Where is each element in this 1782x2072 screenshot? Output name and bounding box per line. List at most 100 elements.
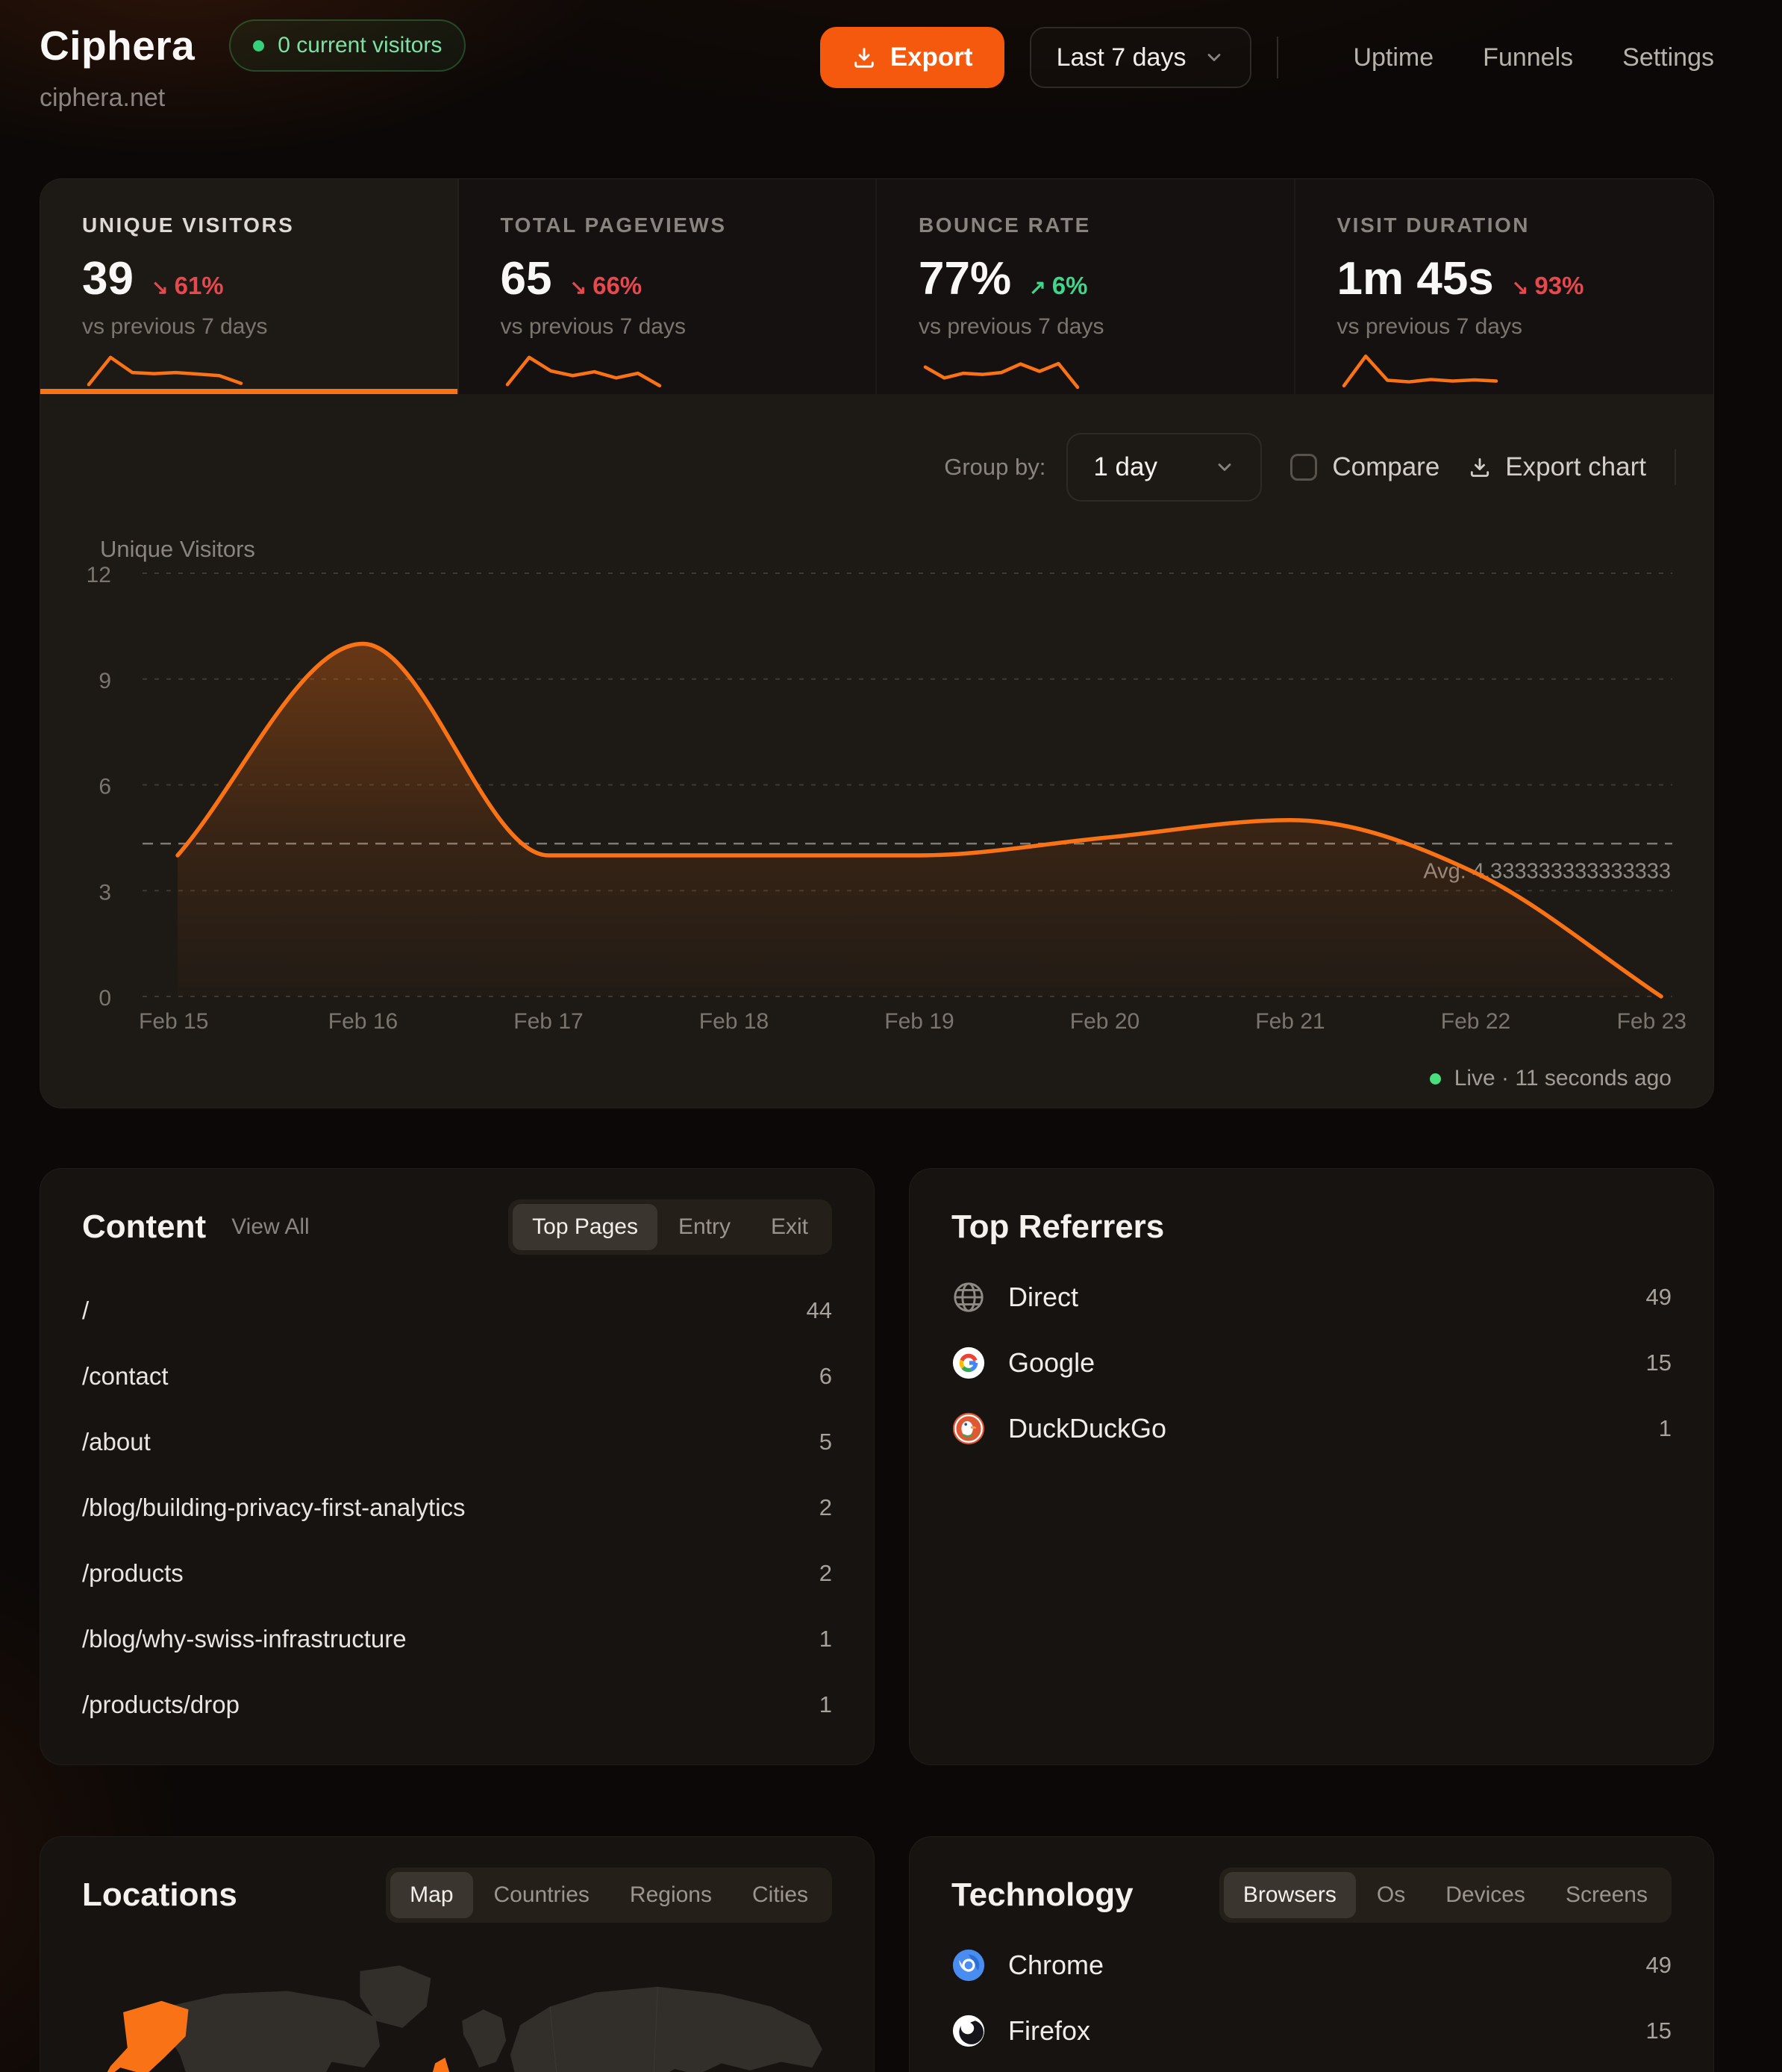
technology-title: Technology [951,1876,1134,1913]
current-visitors-badge[interactable]: 0 current visitors [229,19,466,72]
firefox-icon [951,2014,986,2048]
page-row[interactable]: /blog/why-swiss-infrastructure 1 [82,1606,832,1672]
browser-value: 15 [1645,2018,1672,2044]
map-continents [166,1965,822,2072]
referrer-row[interactable]: Google 15 [951,1330,1672,1396]
export-chart-label: Export chart [1505,452,1646,481]
tab-cities[interactable]: Cities [733,1872,828,1918]
sparkline [87,355,243,387]
date-range-selector[interactable]: Last 7 days [1029,27,1252,88]
tab-devices[interactable]: Devices [1426,1872,1545,1918]
brand-block: Ciphera 0 current visitors ciphera.net [40,19,466,113]
tab-exit[interactable]: Exit [751,1204,828,1250]
stat-delta: ↗ 6% [1029,272,1088,299]
referrer-row[interactable]: Direct 49 [951,1264,1672,1330]
sparkline [1342,354,1498,388]
stat-compare-label: vs previous 7 days [919,314,1104,339]
map-country-united-kingdom[interactable] [431,2057,450,2072]
page-row[interactable]: /about 5 [82,1409,832,1475]
stat-card-unique-visitors[interactable]: UNIQUE VISITORS 39 ↘ 61% vs previous 7 days [40,179,459,394]
download-icon [1468,455,1492,479]
svg-text:Unique Visitors: Unique Visitors [100,536,255,562]
page-count: 6 [819,1363,832,1389]
duckduckgo-icon [951,1411,986,1446]
referrers-panel: Top Referrers Direct 49 Google 15 DuckDuckGo… [909,1168,1714,1765]
export-chart-button[interactable]: Export chart [1468,452,1646,482]
tab-os[interactable]: Os [1357,1872,1425,1918]
browser-label: Chrome [1008,1950,1104,1980]
tab-browsers[interactable]: Browsers [1223,1872,1356,1918]
stat-label: VISIT DURATION [1336,213,1530,237]
group-by-label: Group by: [944,454,1046,480]
svg-text:6: 6 [99,775,111,799]
tab-top-pages[interactable]: Top Pages [513,1204,657,1250]
page-row[interactable]: /products/drop 1 [82,1672,832,1738]
nav-funnels[interactable]: Funnels [1483,43,1574,72]
page-row[interactable]: /blog/building-privacy-first-analytics 2 [82,1475,832,1541]
page-path: /products/drop [82,1691,240,1718]
compare-checkbox[interactable] [1290,454,1318,481]
chrome-icon [951,1948,986,1982]
world-map[interactable] [82,1941,834,2072]
browser-row[interactable] [951,2064,1672,2072]
stat-label: TOTAL PAGEVIEWS [500,213,727,237]
browser-row[interactable]: Firefox 15 [951,1998,1672,2064]
overview-panel: UNIQUE VISITORS 39 ↘ 61% vs previous 7 days T… [40,178,1714,1108]
svg-text:Feb 23: Feb 23 [1617,1009,1686,1034]
referrers-list: Direct 49 Google 15 DuckDuckGo 1 [951,1264,1672,1461]
stat-card-visit-duration[interactable]: VISIT DURATION 1m 45s ↘ 93% vs previous 7 da… [1295,179,1713,394]
browser-row[interactable]: Chrome 49 [951,1932,1672,1998]
export-button[interactable]: Export [819,27,1004,88]
site-title: Ciphera [40,22,196,69]
chevron-down-icon [1214,457,1235,478]
content-panel: Content View All Top Pages Entry Exit /44/… [40,1168,875,1765]
page-count: 2 [819,1494,832,1520]
svg-text:Feb 22: Feb 22 [1441,1009,1510,1034]
stat-card-total-pageviews[interactable]: TOTAL PAGEVIEWS 65 ↘ 66% vs previous 7 days [458,179,877,394]
page-row[interactable]: /contact 6 [82,1344,832,1409]
page-path: /blog/building-privacy-first-analytics [82,1494,466,1521]
compare-toggle[interactable]: Compare [1290,452,1439,482]
group-by-select[interactable]: 1 day [1066,433,1263,502]
tab-regions[interactable]: Regions [610,1872,731,1918]
download-icon [851,45,877,70]
tab-screens[interactable]: Screens [1546,1872,1667,1918]
tab-entry[interactable]: Entry [659,1204,750,1250]
stat-value: 65 [500,253,552,305]
stat-label: UNIQUE VISITORS [82,213,295,237]
stat-value: 1m 45s [1336,253,1494,305]
page-path: /about [82,1428,151,1455]
stat-value: 39 [82,253,134,305]
referrer-label: DuckDuckGo [1008,1413,1167,1444]
compare-label: Compare [1332,452,1440,481]
map-country-alaska[interactable] [102,2000,189,2072]
stat-label: BOUNCE RATE [919,213,1091,237]
nav-settings[interactable]: Settings [1622,43,1714,72]
svg-text:Feb 16: Feb 16 [328,1009,398,1034]
svg-text:3: 3 [99,880,111,905]
chart-controls-divider [1675,449,1676,485]
stat-delta: ↘ 93% [1511,272,1584,299]
header-divider [1277,37,1279,78]
view-all-link[interactable]: View All [231,1214,310,1239]
tab-map[interactable]: Map [390,1872,473,1918]
page-count: 1 [819,1691,832,1717]
stat-card-bounce-rate[interactable]: BOUNCE RATE 77% ↗ 6% vs previous 7 days [877,179,1295,394]
svg-text:Feb 17: Feb 17 [513,1009,583,1034]
svg-text:0: 0 [99,986,111,1011]
page-row[interactable]: / 44 [82,1278,832,1344]
header-actions: Export Last 7 days Uptime Funnels Settings [819,27,1714,88]
page-path: /blog/why-swiss-infrastructure [82,1625,407,1653]
tab-countries[interactable]: Countries [475,1872,609,1918]
export-label: Export [890,43,973,72]
browser-value: 49 [1645,1952,1672,1978]
trend-down-icon: ↘ [569,276,587,299]
referrer-row[interactable]: DuckDuckGo 1 [951,1396,1672,1461]
stats-row: UNIQUE VISITORS 39 ↘ 61% vs previous 7 days T… [40,179,1713,394]
referrers-title: Top Referrers [951,1208,1165,1245]
page-count: 2 [819,1560,832,1586]
nav-uptime[interactable]: Uptime [1353,43,1434,72]
page-row[interactable]: /products 2 [82,1541,832,1606]
sparkline [505,355,661,388]
